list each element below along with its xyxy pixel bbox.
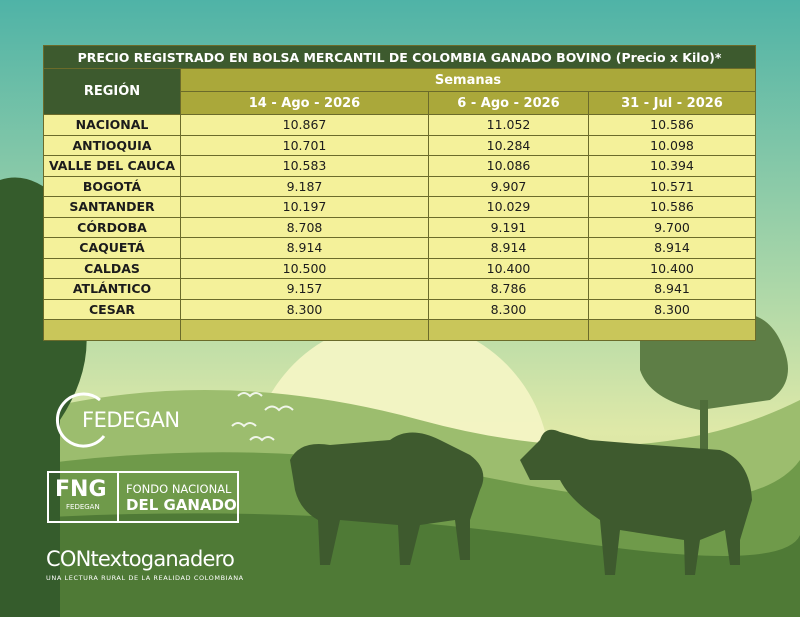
price-cell: 10.400 bbox=[588, 257, 756, 279]
price-cell: 8.300 bbox=[428, 298, 589, 320]
price-cell: 10.500 bbox=[180, 257, 429, 279]
price-cell: 8.941 bbox=[588, 278, 756, 300]
fedegan-logo: FEDEGAN bbox=[82, 408, 180, 432]
region-name: CAQUETÁ bbox=[43, 237, 181, 259]
price-cell: 10.400 bbox=[428, 257, 589, 279]
fondo-line2: DEL GANADO bbox=[126, 496, 237, 514]
price-cell: 8.300 bbox=[588, 298, 756, 320]
empty-cell bbox=[180, 319, 429, 341]
region-name: CESAR bbox=[43, 298, 181, 320]
table-row: BOGOTÁ 9.187 9.907 10.571 bbox=[43, 175, 756, 197]
empty-row bbox=[43, 319, 756, 341]
price-cell: 10.586 bbox=[588, 114, 756, 136]
price-cell: 10.583 bbox=[180, 155, 429, 177]
table-row: VALLE DEL CAUCA 10.583 10.086 10.394 bbox=[43, 155, 756, 177]
price-cell: 10.586 bbox=[588, 196, 756, 218]
table-row: CAQUETÁ 8.914 8.914 8.914 bbox=[43, 237, 756, 259]
region-name: ATLÁNTICO bbox=[43, 278, 181, 300]
price-table: PRECIO REGISTRADO EN BOLSA MERCANTIL DE … bbox=[43, 45, 756, 341]
contexto-logo: CONtextoganadero bbox=[46, 547, 235, 571]
fng-logo: FNG bbox=[55, 477, 107, 502]
region-header: REGIÓN bbox=[43, 68, 181, 115]
empty-cell bbox=[428, 319, 589, 341]
price-cell: 10.701 bbox=[180, 134, 429, 156]
region-name: SANTANDER bbox=[43, 196, 181, 218]
table-row: CESAR 8.300 8.300 8.300 bbox=[43, 298, 756, 320]
price-cell: 10.197 bbox=[180, 196, 429, 218]
table-row: ATLÁNTICO 9.157 8.786 8.941 bbox=[43, 278, 756, 300]
price-cell: 8.786 bbox=[428, 278, 589, 300]
fondo-line1: FONDO NACIONAL bbox=[126, 482, 232, 496]
price-cell: 10.571 bbox=[588, 175, 756, 197]
weeks-header: Semanas bbox=[180, 68, 756, 92]
price-cell: 10.098 bbox=[588, 134, 756, 156]
table-row: ANTIOQUIA 10.701 10.284 10.098 bbox=[43, 134, 756, 156]
price-cell: 10.086 bbox=[428, 155, 589, 177]
table-title: PRECIO REGISTRADO EN BOLSA MERCANTIL DE … bbox=[43, 45, 756, 69]
price-cell: 10.867 bbox=[180, 114, 429, 136]
week-header: 31 - Jul - 2026 bbox=[588, 91, 756, 115]
region-name: BOGOTÁ bbox=[43, 175, 181, 197]
price-cell: 9.157 bbox=[180, 278, 429, 300]
price-cell: 9.907 bbox=[428, 175, 589, 197]
table-row: CÓRDOBA 8.708 9.191 9.700 bbox=[43, 216, 756, 238]
price-cell: 10.394 bbox=[588, 155, 756, 177]
region-name: CÓRDOBA bbox=[43, 216, 181, 238]
price-cell: 8.914 bbox=[180, 237, 429, 259]
region-name: NACIONAL bbox=[43, 114, 181, 136]
price-cell: 8.300 bbox=[180, 298, 429, 320]
table-row: CALDAS 10.500 10.400 10.400 bbox=[43, 257, 756, 279]
fng-subtitle: FEDEGAN bbox=[66, 503, 100, 511]
price-cell: 9.187 bbox=[180, 175, 429, 197]
week-header: 14 - Ago - 2026 bbox=[180, 91, 429, 115]
region-name: VALLE DEL CAUCA bbox=[43, 155, 181, 177]
table-row: NACIONAL 10.867 11.052 10.586 bbox=[43, 114, 756, 136]
contexto-tagline: UNA LECTURA RURAL DE LA REALIDAD COLOMBI… bbox=[46, 574, 244, 582]
price-cell: 8.914 bbox=[588, 237, 756, 259]
empty-cell bbox=[588, 319, 756, 341]
region-name: ANTIOQUIA bbox=[43, 134, 181, 156]
price-cell: 10.284 bbox=[428, 134, 589, 156]
empty-cell bbox=[43, 319, 181, 341]
price-cell: 11.052 bbox=[428, 114, 589, 136]
price-cell: 9.191 bbox=[428, 216, 589, 238]
price-cell: 9.700 bbox=[588, 216, 756, 238]
table-row: SANTANDER 10.197 10.029 10.586 bbox=[43, 196, 756, 218]
price-cell: 8.708 bbox=[180, 216, 429, 238]
region-name: CALDAS bbox=[43, 257, 181, 279]
week-header: 6 - Ago - 2026 bbox=[428, 91, 589, 115]
price-cell: 10.029 bbox=[428, 196, 589, 218]
price-cell: 8.914 bbox=[428, 237, 589, 259]
